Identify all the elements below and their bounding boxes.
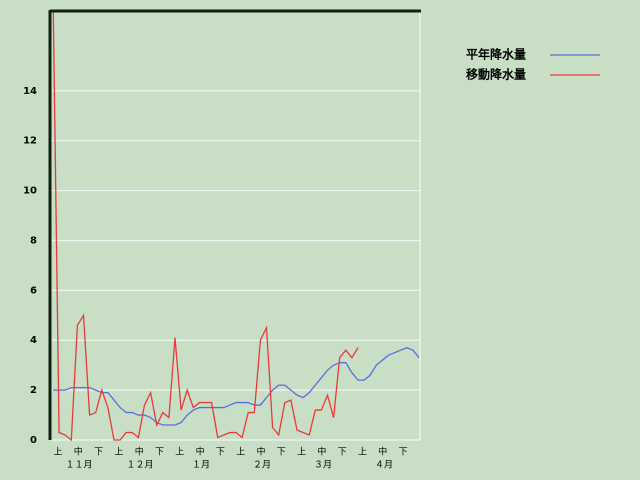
y-tick-label: 8 (30, 235, 37, 246)
y-tick-label: 6 (30, 285, 37, 296)
x-tick-label: 中 (378, 446, 387, 458)
x-tick-label: 上 (236, 447, 245, 458)
y-tick-label: 0 (30, 435, 37, 446)
y-tick-label: 4 (30, 335, 37, 346)
x-tick-label: 中 (196, 446, 205, 458)
x-tick-label: 下 (216, 448, 225, 458)
y-tick-label: 2 (30, 385, 37, 396)
x-tick-label: 下 (338, 448, 347, 458)
series-line (53, 347, 420, 426)
y-tick-label: 12 (23, 136, 37, 147)
grid (50, 90, 420, 441)
plot-area (50, 11, 420, 440)
legend-label: 平年降水量 (466, 47, 526, 62)
x-tick-label: 上 (175, 447, 184, 458)
month-label: １月 (192, 460, 210, 471)
x-tick-label: 下 (399, 448, 408, 458)
x-tick-label: 中 (317, 446, 326, 458)
x-tick-label: 上 (297, 447, 306, 458)
x-tick-label: 上 (53, 447, 62, 458)
month-label: ３月 (314, 460, 332, 471)
x-tick-label: 下 (277, 448, 286, 458)
month-label: １２月 (126, 460, 153, 471)
month-label: ２月 (253, 460, 271, 471)
x-tick-label: 下 (94, 448, 103, 458)
y-tick-label: 10 (23, 186, 37, 197)
x-tick-label: 中 (256, 446, 265, 458)
series (52, 11, 420, 441)
labels: 02468101214上中下上中下上中下上中下上中下上中下１１月 １２月 １月 ２月 ３… (23, 47, 600, 471)
x-tick-label: 下 (155, 448, 164, 458)
x-tick-label: 上 (358, 447, 367, 458)
month-label: １１月 (65, 460, 92, 471)
y-tick-label: 14 (23, 86, 37, 97)
x-tick-label: 中 (135, 446, 144, 458)
series-line (52, 11, 359, 441)
month-label: ４月 (375, 460, 393, 471)
legend-label: 移動降水量 (466, 67, 526, 82)
x-tick-label: 中 (74, 446, 83, 458)
x-tick-label: 上 (114, 447, 123, 458)
